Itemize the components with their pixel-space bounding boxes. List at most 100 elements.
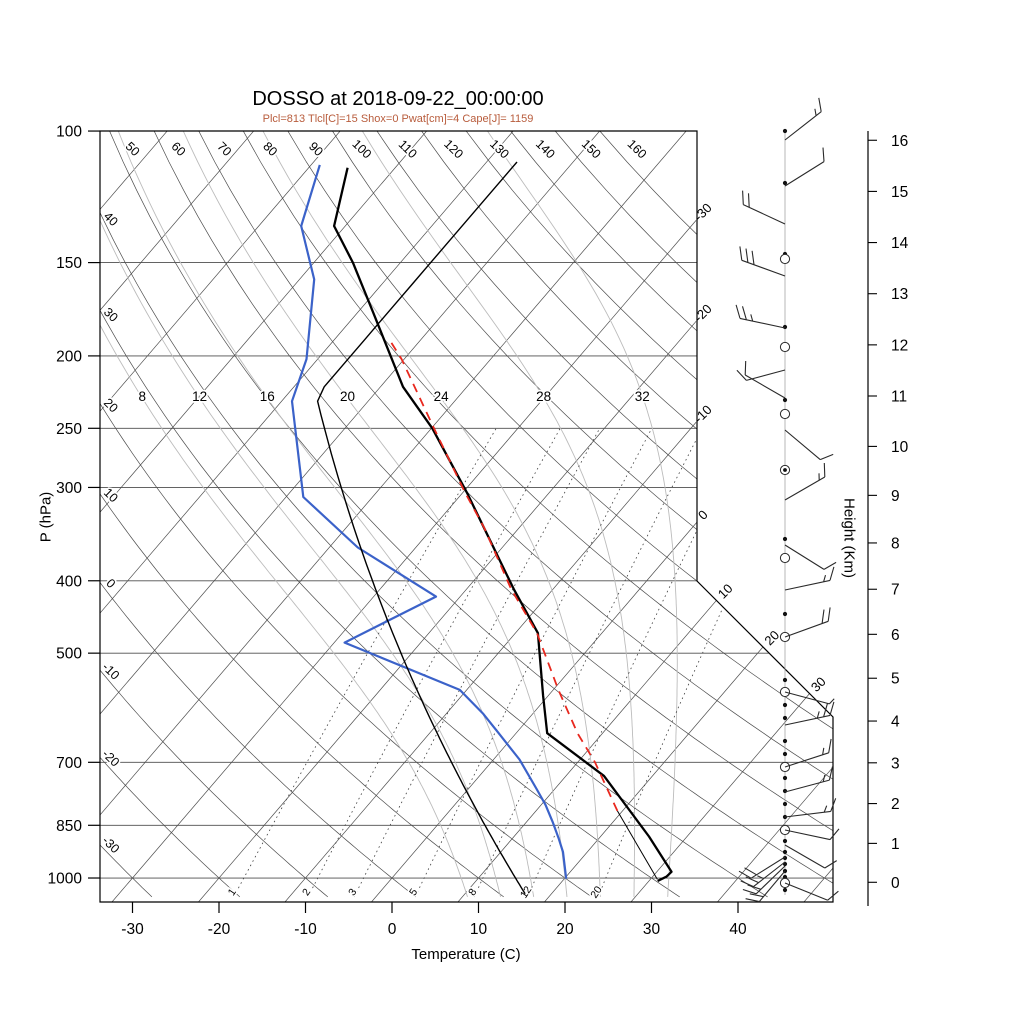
svg-text:110: 110	[396, 137, 420, 161]
page-title: DOSSO at 2018-09-22_00:00:00	[252, 88, 544, 110]
svg-text:60: 60	[169, 139, 189, 159]
svg-text:20: 20	[556, 921, 574, 938]
svg-text:-30: -30	[691, 200, 715, 224]
svg-text:1: 1	[226, 886, 239, 898]
svg-text:3: 3	[891, 755, 900, 772]
wind-barb	[784, 844, 837, 869]
wind-barb	[739, 246, 786, 277]
standard_atmosphere-curve	[316, 161, 526, 895]
wind-barb	[784, 738, 832, 768]
svg-text:5: 5	[891, 671, 900, 688]
svg-text:8: 8	[139, 389, 147, 404]
parcel_moist_ascent-curve	[388, 338, 619, 812]
wind-barb	[735, 304, 786, 329]
svg-text:120: 120	[441, 137, 466, 162]
svg-text:700: 700	[56, 755, 82, 772]
svg-text:30: 30	[643, 921, 661, 938]
svg-text:0: 0	[388, 921, 397, 938]
svg-text:20: 20	[340, 389, 355, 404]
svg-text:400: 400	[56, 573, 82, 590]
svg-text:100: 100	[56, 124, 82, 141]
temperature-curve	[332, 167, 673, 882]
svg-text:20: 20	[101, 396, 121, 416]
wind-barb	[784, 691, 835, 705]
svg-text:130: 130	[487, 137, 512, 162]
svg-text:9: 9	[891, 488, 900, 505]
wind-barb	[784, 147, 825, 187]
wind-barb	[736, 369, 786, 381]
svg-text:80: 80	[260, 139, 280, 159]
parcel_dry_ascent-curve	[616, 810, 658, 880]
svg-text:6: 6	[891, 627, 900, 644]
svg-text:150: 150	[579, 137, 604, 162]
wind-barb	[745, 870, 786, 903]
svg-text:4: 4	[891, 714, 900, 731]
wind-barb	[784, 544, 837, 570]
svg-text:30: 30	[101, 305, 121, 325]
wind-barb	[784, 566, 835, 591]
svg-text:250: 250	[56, 421, 82, 438]
svg-text:30: 30	[808, 674, 829, 695]
grid-lines	[100, 131, 833, 902]
svg-text:70: 70	[214, 139, 234, 159]
wind-barb	[784, 97, 822, 141]
height-axis-label: Height (Km)	[840, 497, 858, 579]
svg-text:100: 100	[349, 137, 374, 162]
svg-text:200: 200	[56, 348, 82, 365]
wind-barb	[784, 828, 840, 841]
plot-frame	[99, 130, 834, 903]
svg-text:11: 11	[891, 388, 907, 405]
svg-text:0: 0	[103, 576, 118, 591]
svg-text:-20: -20	[691, 301, 715, 325]
dewpoint-curve	[290, 164, 568, 879]
sounding-indices-subtitle: Plcl=813 Tlcl[C]=15 Shox=0 Pwat[cm]=4 Ca…	[262, 113, 534, 125]
svg-text:10: 10	[101, 485, 121, 505]
svg-text:16: 16	[260, 389, 275, 404]
svg-text:-30: -30	[99, 833, 122, 856]
wind-barb	[744, 360, 786, 399]
svg-text:10: 10	[715, 581, 736, 602]
svg-text:10: 10	[470, 921, 488, 938]
svg-text:13: 13	[891, 286, 908, 303]
wind-barb	[784, 607, 831, 638]
svg-text:1000: 1000	[48, 871, 83, 888]
svg-text:7: 7	[891, 582, 900, 599]
svg-text:3: 3	[346, 886, 359, 898]
svg-text:2: 2	[891, 796, 900, 813]
svg-text:850: 850	[56, 818, 82, 835]
svg-text:8: 8	[466, 886, 479, 898]
x-axis-label: Temperature (C)	[411, 946, 521, 963]
svg-text:160: 160	[625, 137, 650, 162]
wind-barb	[784, 798, 837, 818]
svg-text:-20: -20	[99, 747, 122, 770]
svg-text:5: 5	[407, 886, 420, 898]
svg-text:90: 90	[306, 139, 326, 159]
wind-barb	[784, 766, 834, 793]
svg-text:40: 40	[101, 209, 121, 229]
svg-text:2: 2	[300, 886, 313, 898]
wind-barb	[742, 190, 786, 225]
svg-text:20: 20	[761, 627, 782, 648]
svg-text:15: 15	[891, 184, 908, 201]
svg-text:10: 10	[891, 439, 909, 456]
svg-text:300: 300	[56, 480, 82, 497]
svg-text:16: 16	[891, 133, 908, 150]
sounding-curves	[290, 161, 673, 895]
wind-barb	[784, 462, 826, 501]
svg-text:28: 28	[536, 389, 551, 404]
svg-text:32: 32	[635, 389, 650, 404]
svg-text:8: 8	[891, 535, 900, 552]
svg-text:-10: -10	[99, 660, 122, 683]
svg-text:40: 40	[729, 921, 747, 938]
svg-text:0: 0	[891, 875, 900, 892]
svg-text:12: 12	[192, 389, 207, 404]
svg-text:-30: -30	[121, 921, 144, 938]
svg-text:150: 150	[56, 255, 82, 272]
svg-text:-10: -10	[294, 921, 317, 938]
wind-barb	[784, 882, 839, 901]
svg-text:-10: -10	[691, 402, 715, 426]
svg-text:500: 500	[56, 646, 82, 663]
